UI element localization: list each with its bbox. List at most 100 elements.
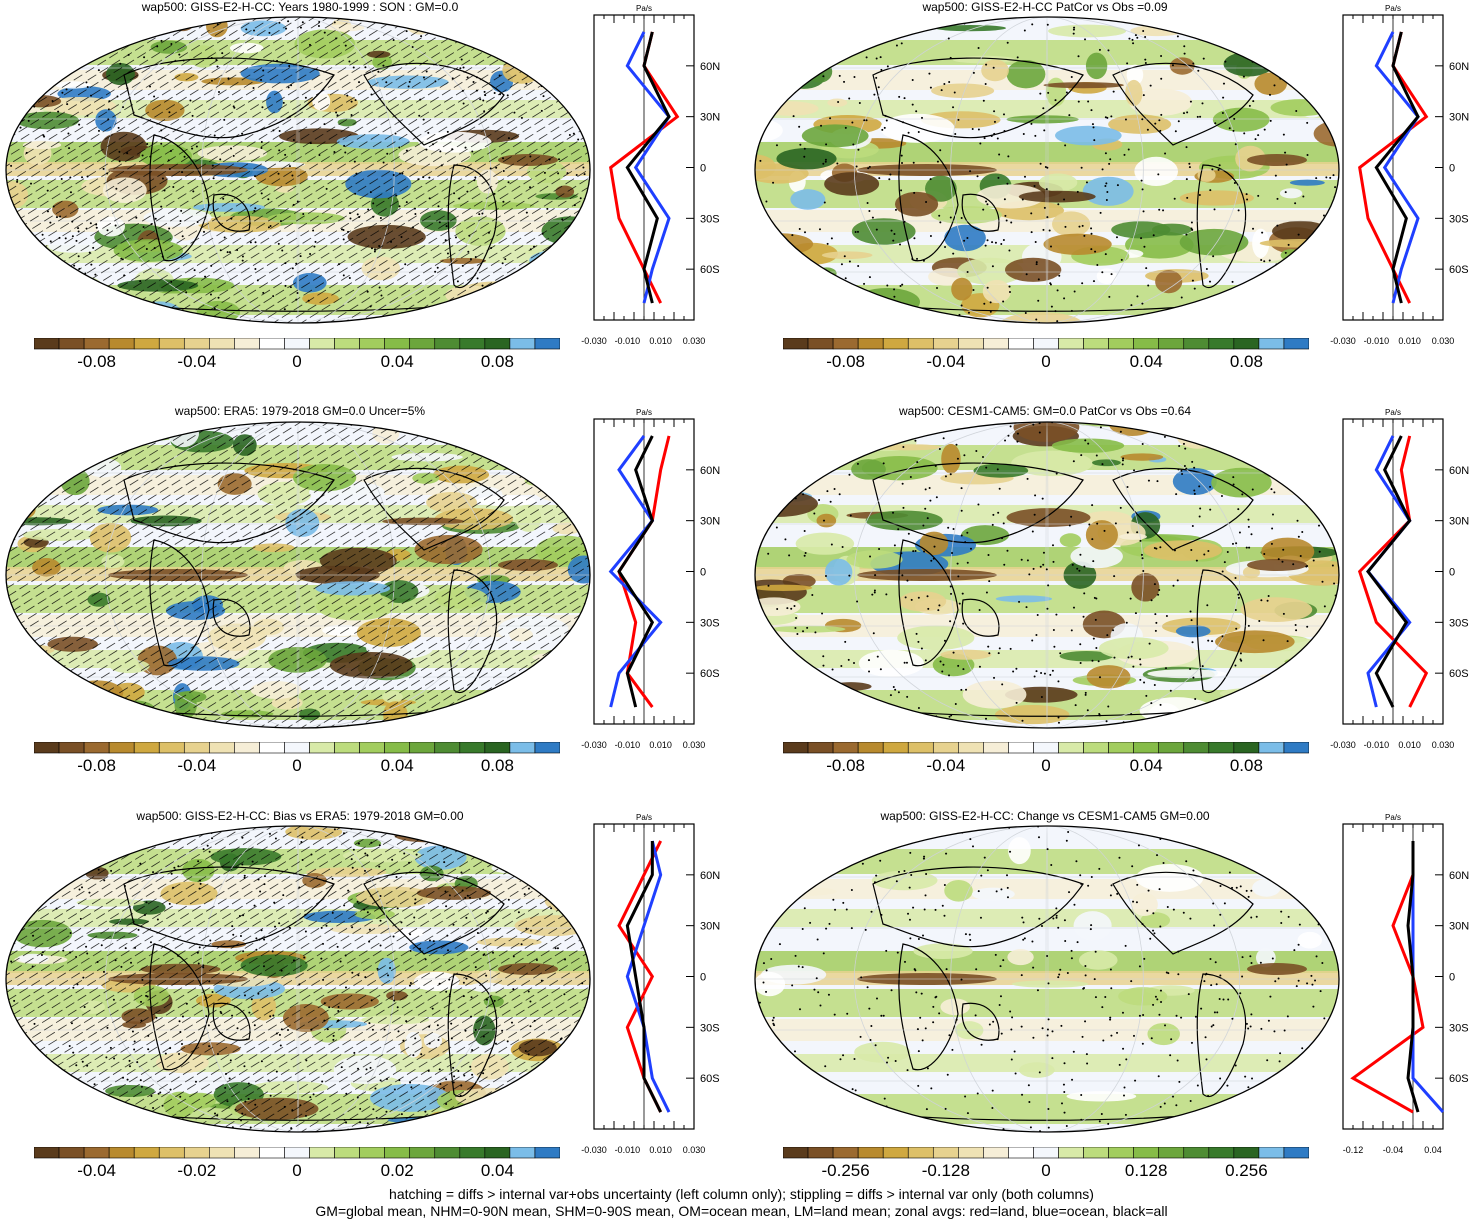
lat-tick-label: 30S	[700, 617, 720, 629]
zonal-x-tick-label: -0.030	[581, 336, 607, 346]
zonal-x-tick-label: 0.030	[683, 336, 706, 346]
zonal-unit-label: Pa/s	[636, 4, 652, 13]
zonal-unit-label: Pa/s	[1385, 4, 1401, 13]
lat-tick-label: 30S	[1449, 213, 1469, 225]
colorbar-swatch	[882, 338, 909, 350]
colorbar-swatch	[384, 338, 411, 350]
colorbar-swatch	[459, 338, 486, 350]
colorbar-swatch	[284, 338, 310, 350]
colorbar-swatch	[334, 338, 360, 350]
colorbar-swatch	[259, 742, 285, 754]
colorbar-tick-label: 0.256	[1225, 1161, 1268, 1180]
colorbar-swatch	[334, 742, 360, 754]
zonal-x-tick-label: -0.030	[1330, 336, 1356, 346]
colorbar-tick-label: 0.08	[480, 756, 514, 775]
colorbar-swatch	[384, 1147, 411, 1159]
colorbar-swatch	[932, 1147, 959, 1159]
colorbar-swatch	[534, 1147, 560, 1159]
zonal-series-all	[617, 435, 655, 708]
colorbar-swatch	[907, 338, 934, 350]
colorbar-swatch	[459, 1147, 486, 1159]
colorbar-swatch	[183, 1147, 210, 1159]
colorbar-swatch	[484, 1147, 511, 1159]
colorbar-tick-label: 0.02	[380, 1161, 414, 1180]
zonal-series-all	[1366, 435, 1412, 708]
colorbar-swatch	[1083, 742, 1109, 754]
colorbar-swatch	[1058, 338, 1084, 350]
colorbar-tick-label: 0.08	[1229, 352, 1263, 371]
zonal-x-tick-label: 0.04	[1424, 1145, 1442, 1155]
colorbar-swatch	[983, 742, 1009, 754]
zonal-plot-3: Pa/s 60N 30N 0 30S 60S -0.030 -0.010 0.010 0.030	[1330, 408, 1469, 750]
colorbar-swatch	[907, 742, 934, 754]
colorbar-swatch	[158, 338, 185, 350]
colorbar-tick-label: -0.04	[926, 352, 966, 371]
colorbar-swatch	[534, 742, 560, 754]
colorbar-swatch	[1283, 338, 1309, 350]
lat-tick-label: 0	[700, 163, 706, 175]
colorbar-swatch	[983, 338, 1009, 350]
zonal-x-tick-label: 0.010	[1398, 336, 1421, 346]
zonal-x-tick-label: -0.12	[1343, 1145, 1364, 1155]
colorbar-tick-label: -0.04	[177, 756, 217, 775]
colorbar-swatch	[133, 1147, 160, 1159]
colorbar-swatch	[58, 1147, 85, 1159]
colorbar-swatch	[359, 1147, 385, 1159]
zonal-plot-0: Pa/s 60N 30N 0 30S 60S -0.030 -0.010 0.010 0.030	[581, 4, 720, 346]
lat-tick-label: 30S	[700, 213, 720, 225]
colorbar-swatch	[409, 1147, 436, 1159]
zonal-x-tick-label: 0.010	[649, 740, 672, 750]
colorbar-tick-label: 0	[292, 1161, 302, 1180]
lat-tick-label: 30S	[700, 1022, 720, 1034]
colorbar-swatch	[907, 1147, 934, 1159]
colorbar-swatch	[832, 1147, 859, 1159]
colorbar-tick-label: -0.08	[77, 352, 116, 371]
lat-tick-label: 60S	[700, 668, 720, 680]
zonal-x-tick-label: 0.030	[683, 1145, 706, 1155]
lat-tick-label: 30N	[1449, 516, 1469, 528]
colorbar-swatch	[1133, 338, 1160, 350]
panel-title: wap500: ERA5: 1979-2018 GM=0.0 Uncer=5%	[174, 404, 426, 418]
colorbar-swatch	[1033, 338, 1059, 350]
colorbar-swatch	[932, 742, 959, 754]
zonal-plot-2: Pa/s 60N 30N 0 30S 60S -0.030 -0.010 0.010 0.030	[581, 408, 720, 750]
colorbar-tick-label: 0.04	[480, 1161, 514, 1180]
panel-title: wap500: GISS-E2-H-CC: Bias vs ERA5: 1979…	[136, 809, 464, 823]
colorbar-tick-label: 0	[292, 756, 302, 775]
lat-tick-label: 60N	[700, 465, 720, 477]
colorbar-tick-label: -0.04	[77, 1161, 116, 1180]
lat-tick-label: 0	[1449, 163, 1455, 175]
zonal-x-tick-label: 0.030	[683, 740, 706, 750]
colorbar-swatch	[1133, 1147, 1160, 1159]
colorbar-tick-label: 0	[1041, 352, 1051, 371]
map-panel-5	[754, 825, 1340, 1133]
colorbar-swatch	[133, 742, 160, 754]
map-panel-3	[754, 421, 1340, 729]
colorbar-swatch	[34, 1147, 60, 1159]
colorbar-swatch	[832, 338, 859, 350]
zonal-x-tick-label: -0.010	[615, 1145, 641, 1155]
colorbar-swatch	[1108, 742, 1134, 754]
zonal-series-ocean	[608, 435, 663, 708]
zonal-x-tick-label: 0.010	[649, 336, 672, 346]
zonal-x-tick-label: -0.010	[1364, 336, 1390, 346]
colorbar-swatch	[1183, 338, 1210, 350]
colorbar-swatch	[234, 338, 260, 350]
colorbar-tick-label: -0.08	[826, 756, 865, 775]
lat-tick-label: 30N	[700, 516, 720, 528]
colorbar-swatch	[1258, 742, 1285, 754]
colorbar-swatch	[983, 1147, 1009, 1159]
footer-hatching-note: hatching = diffs > internal var+obs unce…	[389, 1186, 1094, 1202]
colorbar-swatch	[58, 742, 85, 754]
zonal-x-tick-label: 0.030	[1432, 336, 1455, 346]
colorbar-swatch	[309, 338, 335, 350]
zonal-x-tick-label: -0.04	[1383, 1145, 1404, 1155]
colorbar-swatch	[1083, 338, 1109, 350]
colorbar-tick-label: -0.02	[177, 1161, 217, 1180]
panel-title: wap500: GISS-E2-H-CC: Years 1980-1999 : …	[141, 0, 459, 14]
colorbar-swatch	[1208, 742, 1235, 754]
colorbar-swatch	[284, 1147, 310, 1159]
colorbar-swatch	[309, 742, 335, 754]
colorbar-swatch	[83, 742, 110, 754]
colorbar-swatch	[459, 742, 486, 754]
